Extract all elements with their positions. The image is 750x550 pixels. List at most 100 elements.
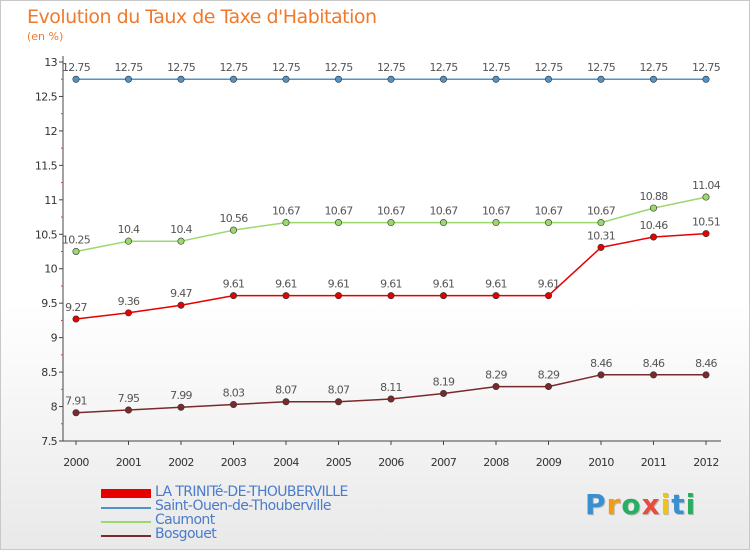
data-point [177,75,185,83]
data-label: 10.4 [170,223,192,236]
logo-letter: r [606,488,622,521]
data-label: 10.67 [587,205,616,218]
data-point [177,301,185,309]
data-point [72,75,80,83]
data-point [439,219,447,227]
x-tick-label: 2001 [116,456,142,469]
data-point [125,309,133,317]
data-point [230,292,238,300]
data-label: 8.29 [485,369,507,382]
data-label: 10.4 [118,223,140,236]
data-label: 10.67 [482,205,511,218]
data-point [544,383,552,391]
data-point [439,292,447,300]
y-tick-label: 8 [51,401,58,414]
logo-letter: t [671,488,686,521]
x-tick-label: 2008 [483,456,509,469]
series-caumont [72,193,710,256]
data-label: 10.25 [62,234,91,247]
data-label: 10.67 [325,205,354,218]
legend-label: Bosgouet [155,526,217,542]
x-tick-label: 2012 [693,456,719,469]
data-label: 9.47 [170,287,192,300]
legend-swatch [101,521,151,523]
data-label: 12.75 [692,61,721,74]
data-point [702,75,710,83]
series-bosgouet [72,371,710,417]
data-point [387,219,395,227]
data-point [649,204,657,212]
data-point [492,75,500,83]
data-point [334,219,342,227]
data-label: 8.46 [643,357,665,370]
data-label: 9.61 [328,278,350,291]
data-point [230,400,238,408]
data-label: 8.11 [380,381,402,394]
data-label: 9.61 [275,278,297,291]
data-point [387,75,395,83]
logo-letter: i [660,488,672,521]
x-tick-label: 2005 [326,456,352,469]
data-label: 9.36 [118,295,140,308]
x-tick-label: 2000 [63,456,89,469]
data-point [649,75,657,83]
y-tick-label: 11.5 [35,159,58,172]
y-tick-label: 12 [44,125,57,138]
data-label: 9.61 [485,278,507,291]
data-point [544,292,552,300]
data-point [544,75,552,83]
data-point [702,371,710,379]
data-point [597,219,605,227]
legend-swatch [101,507,151,509]
data-label: 10.56 [220,212,249,225]
legend-swatch [101,489,151,498]
data-label: 12.75 [62,61,91,74]
data-label: 12.75 [377,61,406,74]
data-point [387,292,395,300]
legend-swatch [101,535,151,537]
data-point [282,292,290,300]
y-tick-label: 10.5 [35,228,58,241]
data-label: 9.61 [223,278,245,291]
data-point [230,226,238,234]
data-label: 10.67 [377,205,406,218]
data-label: 10.31 [587,229,615,242]
data-label: 10.67 [272,205,301,218]
data-label: 10.67 [430,205,459,218]
data-label: 9.27 [65,301,87,314]
data-label: 10.51 [692,216,720,229]
x-tick-label: 2011 [641,456,667,469]
chart-title: Evolution du Taux de Taxe d'Habitation [27,6,377,28]
data-point [72,248,80,256]
x-tick-label: 2010 [588,456,614,469]
data-label: 12.75 [115,61,144,74]
legend-label: Caumont [155,512,215,528]
data-point [492,292,500,300]
data-point [72,315,80,323]
data-point [125,406,133,414]
x-tick-label: 2009 [536,456,562,469]
data-label: 12.75 [325,61,354,74]
data-label: 12.75 [640,61,669,74]
data-point [492,383,500,391]
data-label: 8.07 [275,384,297,397]
data-point [177,403,185,411]
data-labels-layer: 12.75 12.75 12.75 12.75 12.75 12.75 12.75 12.75… [62,61,721,408]
data-point [177,237,185,245]
y-tick-label: 9.5 [41,297,57,310]
data-label: 12.75 [167,61,196,74]
data-point [282,398,290,406]
y-tick-label: 12.5 [35,90,58,103]
series-saint-ouen-de-thouberville [72,75,710,83]
data-label: 12.75 [430,61,459,74]
y-tick-label: 8.5 [41,366,57,379]
x-tick-label: 2007 [431,456,457,469]
data-point [282,219,290,227]
data-label: 8.03 [223,386,245,399]
data-label: 8.07 [328,384,350,397]
data-label: 12.75 [587,61,616,74]
data-label: 7.95 [118,392,140,405]
data-label: 10.88 [640,190,669,203]
